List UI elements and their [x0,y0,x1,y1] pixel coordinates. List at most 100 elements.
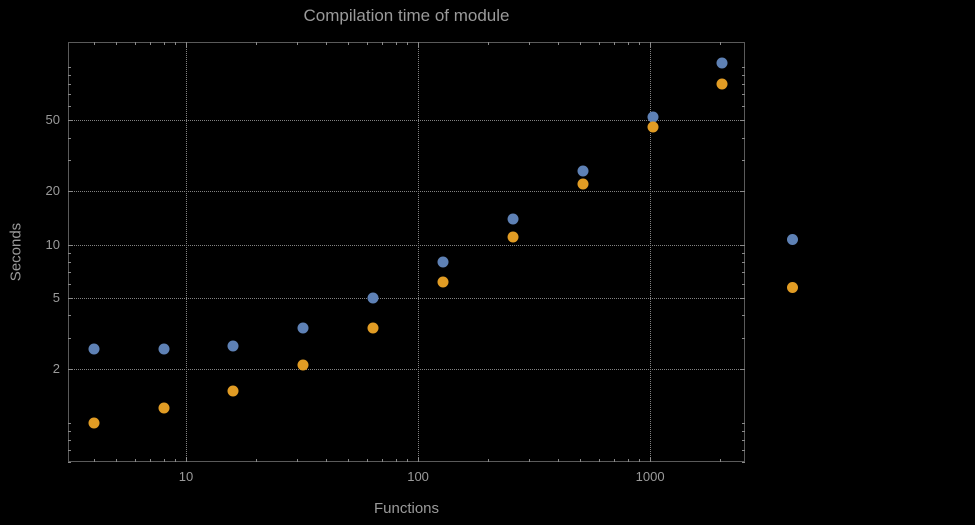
x-tick-mark [639,42,641,45]
chart-title: Compilation time of module [303,6,510,25]
y-tick-mark [68,450,71,452]
y-tick-mark [742,75,745,76]
x-tick-mark [598,459,600,462]
x-tick-mark [487,459,489,462]
data-point-orange-series [577,178,589,190]
data-point-orange-series [158,402,170,414]
y-tick-mark [740,298,745,300]
y-tick-mark [68,94,71,96]
data-point-blue-series [507,213,519,225]
x-tick-mark [296,42,298,45]
y-tick-mark [68,191,73,193]
data-point-blue-series [88,343,100,355]
x-tick-mark [650,42,652,47]
y-tick-mark [740,244,745,246]
x-tick-mark [650,457,652,462]
y-tick-mark [68,252,71,254]
x-tick-mark [580,459,582,462]
x-tick-mark [186,457,188,462]
y-tick-mark [742,430,745,432]
x-tick-mark [418,42,420,47]
gridline-horizontal [68,244,745,246]
x-tick-mark [627,459,629,462]
x-tick-mark [395,459,397,462]
y-tick-mark [68,272,71,274]
y-tick-mark [68,430,71,432]
y-tick-label: 20 [45,183,60,199]
y-tick-mark [742,337,745,339]
x-tick-label: 10 [178,469,194,484]
x-tick-mark [325,459,327,462]
y-tick-mark [68,120,73,122]
x-tick-mark [93,459,95,462]
data-point-orange-series [227,385,239,397]
y-tick-mark [742,462,745,463]
x-tick-mark [348,42,350,45]
y-tick-mark [740,369,745,370]
x-tick-mark [382,459,384,462]
y-tick-mark [68,261,71,263]
data-point-blue-series [158,343,170,355]
y-tick-mark [742,284,745,286]
y-tick-mark [68,84,71,86]
x-tick-mark [255,42,257,45]
x-tick-mark [528,459,530,462]
y-tick-mark [742,439,745,441]
x-tick-mark [557,459,559,462]
x-tick-mark [627,42,629,45]
legend [787,234,798,293]
y-tick-mark [742,272,745,274]
y-tick-mark [68,422,71,424]
plot-frame [68,42,745,462]
y-tick-mark [742,315,745,317]
x-tick-mark [407,459,409,462]
x-axis-label: Functions [373,500,440,517]
data-point-blue-series [716,57,728,69]
y-tick-mark [742,106,745,108]
x-tick-label: 1000 [635,469,665,484]
x-tick-mark [557,42,559,45]
y-tick-mark [68,75,71,76]
y-tick-mark [742,159,745,161]
gridline-horizontal [68,369,745,370]
gridline-horizontal [68,120,745,122]
legend-marker-blue-series [787,234,798,245]
x-tick-mark [407,42,409,45]
gridline-vertical [650,42,652,462]
x-tick-mark [325,42,327,45]
gridline-vertical [418,42,420,462]
y-tick-mark [742,84,745,86]
x-tick-mark [614,42,616,45]
y-tick-mark [742,94,745,96]
y-tick-mark [742,450,745,452]
x-tick-mark [93,42,95,45]
y-tick-mark [68,137,71,139]
x-tick-mark [598,42,600,45]
data-point-orange-series [88,417,100,429]
y-tick-mark [68,337,71,339]
x-tick-mark [255,459,257,462]
data-point-blue-series [297,322,309,334]
y-tick-mark [68,66,71,68]
data-point-orange-series [647,121,658,133]
x-tick-mark [134,42,136,45]
data-point-orange-series [507,231,519,243]
x-tick-label: 100 [407,469,429,484]
x-tick-mark [719,42,721,45]
x-tick-mark [366,459,368,462]
x-tick-mark [487,42,489,45]
x-tick-mark [366,42,368,45]
data-point-blue-series [227,340,239,352]
y-tick-mark [742,261,745,263]
x-tick-mark [719,459,721,462]
y-tick-mark [740,191,745,193]
y-tick-label: 2 [52,361,60,376]
data-point-blue-series [367,292,379,304]
x-tick-mark [116,42,118,45]
data-point-orange-series [437,276,449,288]
x-tick-mark [175,42,177,45]
y-tick-mark [68,439,71,441]
y-tick-mark [68,315,71,317]
x-tick-mark [163,42,165,45]
